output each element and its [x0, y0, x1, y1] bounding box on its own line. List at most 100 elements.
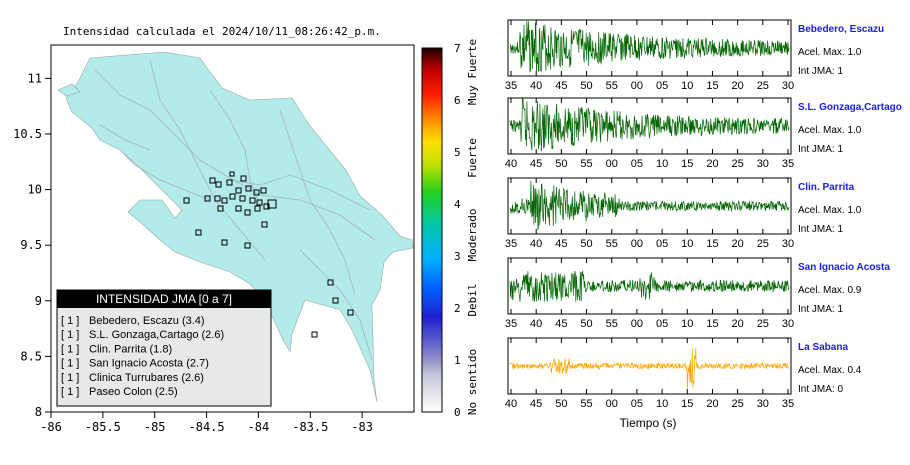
- waveform-tick-label: 00: [606, 158, 618, 170]
- legend-entry-level: [ 1 ]: [61, 386, 79, 398]
- legend-entry-station: Bebedero, Escazu (3.4): [89, 315, 205, 327]
- colorbar-class-label: Moderado: [466, 209, 479, 262]
- legend-entry-station: Clin. Parrita (1.8): [89, 343, 172, 355]
- intensity-legend: INTENSIDAD JMA [0 a 7] [ 1 ] Bebedero, Es…: [56, 289, 272, 407]
- waveform-trace: [509, 180, 790, 231]
- costa-rica-landmass: [65, 51, 414, 403]
- waveform-trace: [509, 270, 790, 302]
- waveform-tick-label: 15: [706, 238, 718, 250]
- map-x-tick-label: -85.5: [85, 420, 121, 434]
- waveform-tick-label: 30: [757, 398, 769, 410]
- waveform-trace: [509, 347, 790, 389]
- legend-entry-level: [ 1 ]: [61, 315, 79, 327]
- waveform-panel: 40 45 50 55 00 05 10 15 20 25 30 35 S.L. Gonzaga,Car…: [505, 96, 902, 170]
- waveform-panel: 35 40 45 50 55 00 05 10 15 20 25 30 San Ignacio Acos…: [505, 257, 890, 330]
- waveform-tick-label: 15: [706, 80, 718, 92]
- waveform-tick-label: 40: [505, 398, 517, 410]
- station-name: La Sabana: [798, 342, 848, 353]
- jma-intensity: Int JMA: 1: [798, 304, 843, 315]
- max-acceleration: Acel. Max. 0.4: [798, 365, 862, 376]
- max-acceleration: Acel. Max. 1.0: [798, 47, 862, 58]
- waveform-tick-label: 25: [757, 318, 769, 330]
- waveform-tick-label: 00: [606, 398, 618, 410]
- waveform-tick-label: 30: [782, 318, 794, 330]
- map-y-tick-label: 9: [35, 294, 42, 308]
- colorbar-tick-label: 0: [454, 406, 461, 419]
- waveform-tick-label: 20: [732, 318, 744, 330]
- map-y-tick-label: 10: [28, 183, 42, 197]
- station-name: S.L. Gonzaga,Cartago: [798, 102, 902, 113]
- waveform-tick-label: 55: [606, 318, 618, 330]
- waveform-tick-label: 25: [732, 158, 744, 170]
- station-name: Clin. Parrita: [798, 182, 855, 193]
- legend-entry-station: Paseo Colon (2.5): [89, 386, 178, 398]
- colorbar-class-label: Fuerte: [466, 138, 479, 178]
- station-name: San Ignacio Acosta: [798, 262, 890, 273]
- waveform-tick-label: 10: [681, 318, 693, 330]
- waveform-panel: 35 40 45 50 55 00 05 10 15 20 25 30 Clin. Parrita Ace…: [505, 177, 862, 250]
- colorbar-tick-label: 2: [454, 302, 461, 315]
- waveform-panels: 35 40 45 50 55 00 05 10 15 20 25 30 Bebedero, Escazu…: [505, 19, 902, 410]
- colorbar-tick-label: 7: [454, 42, 461, 55]
- map-x-tick-label: -83: [351, 420, 373, 434]
- waveform-tick-label: 25: [732, 398, 744, 410]
- waveform-tick-label: 20: [732, 238, 744, 250]
- colorbar-tick-label: 3: [454, 250, 461, 263]
- legend-entry-level: [ 1 ]: [61, 358, 79, 370]
- map-y-axis: 11 10.5 10 9.5 9 8.5 8: [13, 71, 51, 419]
- waveform-tick-label: 50: [580, 318, 592, 330]
- waveform-tick-label: 30: [782, 238, 794, 250]
- waveform-tick-label: 05: [656, 318, 668, 330]
- road-network: [94, 59, 376, 361]
- colorbar-tick-label: 5: [454, 146, 461, 159]
- station-markers: [183, 171, 354, 338]
- waveform-tick-label: 40: [505, 158, 517, 170]
- jma-intensity: Int JMA: 1: [798, 144, 843, 155]
- waveform-tick-label: 45: [555, 318, 567, 330]
- map-y-tick-label: 9.5: [20, 238, 42, 252]
- waveform-tick-label: 35: [505, 80, 517, 92]
- legend-entry-station: San Ignacio Acosta (2.7): [89, 358, 209, 370]
- map-title: Intensidad calculada el 2024/10/11_08:26…: [63, 25, 381, 38]
- legend-entry-station: Clinica Turrubares (2.6): [89, 372, 204, 384]
- legend-entry-level: [ 1 ]: [61, 329, 79, 341]
- colorbar-class-label: Muy Fuerte: [466, 39, 479, 105]
- map-y-tick-label: 11: [28, 71, 42, 85]
- jma-intensity: Int JMA: 1: [798, 224, 843, 235]
- waveform-trace: [509, 96, 790, 152]
- colorbar-tick-label: 4: [454, 198, 461, 211]
- waveform-tick-label: 05: [656, 80, 668, 92]
- max-acceleration: Acel. Max. 0.9: [798, 285, 862, 296]
- waveform-tick-label: 40: [530, 318, 542, 330]
- colorbar-tick-label: 1: [454, 354, 461, 367]
- map-x-tick-label: -84: [248, 420, 270, 434]
- map-x-axis: -86 -85.5 -85 -84.5 -84 -83.5 -83: [40, 412, 373, 434]
- legend-entry-level: [ 1 ]: [61, 343, 79, 355]
- map-x-tick-label: -83.5: [292, 420, 328, 434]
- map-y-tick-label: 10.5: [13, 127, 42, 141]
- map-y-tick-label: 8: [35, 405, 42, 419]
- waveform-tick-label: 25: [757, 238, 769, 250]
- waveform-tick-label: 40: [530, 238, 542, 250]
- legend-entry-level: [ 1 ]: [61, 372, 79, 384]
- waveform-trace: [509, 20, 790, 73]
- max-acceleration: Acel. Max. 1.0: [798, 205, 862, 216]
- station-name: Bebedero, Escazu: [798, 24, 884, 35]
- waveform-panel: 35 40 45 50 55 00 05 10 15 20 25 30 Bebedero, Escazu…: [505, 19, 884, 92]
- map-x-tick-label: -85: [144, 420, 166, 434]
- waveform-tick-label: 50: [555, 158, 567, 170]
- waveform-tick-label: 50: [580, 238, 592, 250]
- map-x-tick-label: -86: [40, 420, 62, 434]
- colorbar-tick-label: 6: [454, 94, 461, 107]
- waveform-tick-label: 05: [656, 238, 668, 250]
- waveform-frame: [507, 97, 792, 155]
- waveform-tick-label: 10: [656, 398, 668, 410]
- map-y-tick-label: 8.5: [20, 349, 42, 363]
- waveform-tick-label: 35: [782, 158, 794, 170]
- waveform-panel: 40 45 50 55 00 05 10 15 20 25 30 35 La Sabana Acel. M…: [505, 337, 862, 410]
- legend-box: [56, 289, 272, 407]
- intensity-colorbar: 0 1 2 3 4 5 6 7 No sentido Debil Moderado Fuerte Mu…: [421, 39, 479, 419]
- waveform-tick-label: 15: [681, 158, 693, 170]
- waveform-tick-label: 00: [631, 80, 643, 92]
